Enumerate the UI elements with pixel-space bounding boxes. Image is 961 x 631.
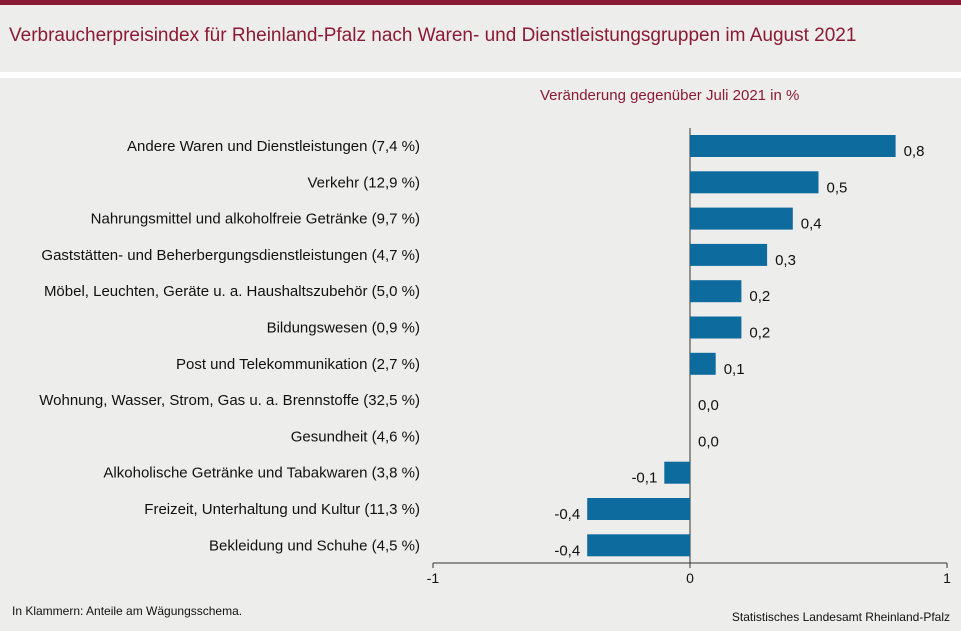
bar <box>587 498 690 520</box>
data-label: 0,2 <box>749 288 770 305</box>
category-label: Nahrungsmittel und alkoholfreie Getränke… <box>91 211 420 228</box>
data-label: 0,2 <box>749 325 770 342</box>
data-label: -0,1 <box>631 470 657 487</box>
category-label: Gesundheit (4,6 %) <box>291 428 420 445</box>
footnote: In Klammern: Anteile am Wägungsschema. <box>12 604 243 618</box>
x-tick-label: 1 <box>943 570 951 586</box>
bar <box>690 207 793 230</box>
x-tick-label: -1 <box>427 570 440 586</box>
bar <box>664 461 690 484</box>
source-note: Statistisches Landesamt Rheinland-Pfalz <box>731 610 950 624</box>
data-label: -0,4 <box>554 506 580 523</box>
category-label: Bildungswesen (0,9 %) <box>267 320 420 337</box>
x-tick-label: 0 <box>686 570 694 586</box>
category-label: Andere Waren und Dienstleistungen (7,4 %… <box>127 138 420 155</box>
top-accent-rule <box>0 0 961 5</box>
bar <box>587 534 690 557</box>
data-label: 0,8 <box>904 143 925 160</box>
data-label: 0,4 <box>801 216 822 233</box>
category-label: Alkoholische Getränke und Tabakwaren (3,… <box>103 465 420 482</box>
category-label: Bekleidung und Schuhe (4,5 %) <box>209 537 420 554</box>
bar <box>690 316 742 339</box>
bar <box>690 171 819 194</box>
chart-title: Verbraucherpreisindex für Rheinland-Pfal… <box>9 25 857 46</box>
category-label: Freizeit, Unterhaltung und Kultur (11,3 … <box>144 501 420 518</box>
title-bar <box>0 5 961 72</box>
data-label: 0,3 <box>775 252 796 269</box>
data-label: 0,5 <box>827 179 848 196</box>
bar <box>690 352 716 375</box>
data-label: 0,0 <box>698 433 719 450</box>
bar <box>690 135 896 157</box>
chart-subtitle: Veränderung gegenüber Juli 2021 in % <box>540 87 800 104</box>
category-label: Verkehr (12,9 %) <box>307 174 420 191</box>
data-label: 0,0 <box>698 397 719 414</box>
data-label: -0,4 <box>554 542 580 559</box>
category-label: Wohnung, Wasser, Strom, Gas u. a. Brenns… <box>39 392 420 409</box>
data-label: 0,1 <box>724 361 745 378</box>
category-label: Post und Telekommunikation (2,7 %) <box>176 356 420 373</box>
category-label: Gaststätten- und Beherbergungsdienstleis… <box>41 247 420 264</box>
bar <box>690 243 768 266</box>
title-separator <box>0 72 961 78</box>
bar <box>690 280 742 303</box>
category-label: Möbel, Leuchten, Geräte u. a. Haushaltsz… <box>44 283 420 300</box>
